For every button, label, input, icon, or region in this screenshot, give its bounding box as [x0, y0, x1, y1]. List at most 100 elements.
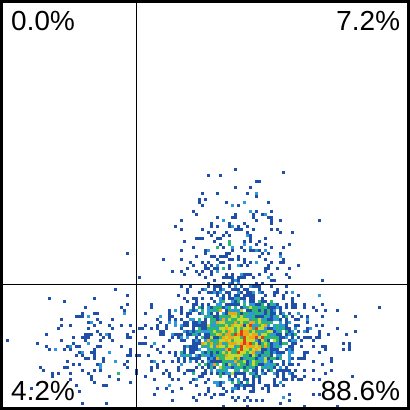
data-point [228, 267, 231, 270]
data-point [75, 315, 78, 318]
data-point [243, 261, 246, 264]
data-point [297, 330, 300, 333]
data-point [225, 366, 228, 369]
data-point [207, 351, 210, 354]
data-point [237, 297, 240, 300]
data-point [246, 342, 249, 345]
data-point [210, 330, 213, 333]
data-point [267, 264, 270, 267]
data-point [297, 264, 300, 267]
data-point [270, 285, 273, 288]
data-point [267, 306, 270, 309]
data-point [297, 363, 300, 366]
data-point [276, 315, 279, 318]
data-point [222, 339, 225, 342]
data-point [234, 384, 237, 387]
data-point [219, 297, 222, 300]
data-point [165, 387, 168, 390]
data-point [240, 297, 243, 300]
data-point [99, 363, 102, 366]
data-point [237, 345, 240, 348]
data-point [255, 192, 258, 195]
data-point [240, 351, 243, 354]
data-point [258, 330, 261, 333]
data-point [123, 363, 126, 366]
data-point [156, 387, 159, 390]
data-point [213, 345, 216, 348]
data-point [270, 345, 273, 348]
data-point [216, 225, 219, 228]
data-point [204, 327, 207, 330]
data-point [180, 351, 183, 354]
data-point [171, 399, 174, 402]
data-point [270, 216, 273, 219]
data-point [267, 309, 270, 312]
data-point [261, 369, 264, 372]
data-point [267, 324, 270, 327]
data-point [225, 312, 228, 315]
data-point [258, 381, 261, 384]
data-point [213, 357, 216, 360]
data-point [294, 318, 297, 321]
data-point [189, 354, 192, 357]
data-point [69, 372, 72, 375]
data-point [249, 357, 252, 360]
data-point [267, 318, 270, 321]
data-point [210, 225, 213, 228]
data-point [261, 318, 264, 321]
data-point [249, 240, 252, 243]
data-point [276, 288, 279, 291]
data-point [219, 366, 222, 369]
data-point [210, 297, 213, 300]
data-point [246, 309, 249, 312]
data-point [294, 369, 297, 372]
data-point [279, 339, 282, 342]
data-point [252, 213, 255, 216]
data-point [186, 354, 189, 357]
data-point [249, 390, 252, 393]
data-point [93, 351, 96, 354]
data-point [207, 285, 210, 288]
data-point [246, 351, 249, 354]
data-point [183, 360, 186, 363]
data-point [234, 168, 237, 171]
data-point [228, 339, 231, 342]
data-point [252, 333, 255, 336]
data-point [186, 267, 189, 270]
data-point [117, 378, 120, 381]
data-point [276, 267, 279, 270]
data-point [294, 375, 297, 378]
data-point [243, 384, 246, 387]
data-point [261, 360, 264, 363]
data-point [168, 339, 171, 342]
data-point [285, 324, 288, 327]
data-point [105, 333, 108, 336]
data-point [249, 354, 252, 357]
data-point [264, 363, 267, 366]
data-point [237, 291, 240, 294]
data-point [237, 357, 240, 360]
data-point [291, 375, 294, 378]
data-point [231, 381, 234, 384]
data-point [279, 231, 282, 234]
data-point [273, 318, 276, 321]
data-point [45, 333, 48, 336]
data-point [255, 180, 258, 183]
data-point [129, 324, 132, 327]
data-point [186, 288, 189, 291]
data-point [246, 327, 249, 330]
data-point [261, 372, 264, 375]
data-point [267, 369, 270, 372]
data-point [228, 321, 231, 324]
data-point [237, 372, 240, 375]
data-point [276, 330, 279, 333]
data-point [258, 300, 261, 303]
data-point [246, 264, 249, 267]
data-point [267, 267, 270, 270]
data-point [246, 312, 249, 315]
data-point [48, 297, 51, 300]
data-point [240, 291, 243, 294]
data-point [87, 333, 90, 336]
data-point [288, 348, 291, 351]
data-point [228, 306, 231, 309]
